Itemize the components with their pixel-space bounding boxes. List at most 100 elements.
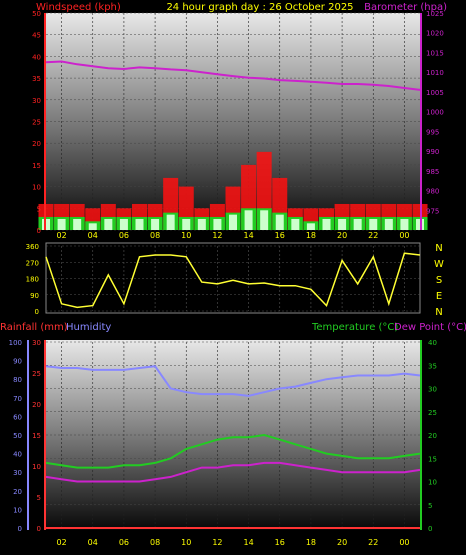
x-tick-label: 10 xyxy=(181,231,191,240)
x-tick-label: 12 xyxy=(212,231,222,240)
x-tick-label: 06 xyxy=(119,538,129,547)
rainfall-axis-title: Rainfall (mm) xyxy=(0,322,68,333)
y-tick-label: 270 xyxy=(26,259,39,267)
y-tick-label: 30 xyxy=(13,469,22,477)
panel-background xyxy=(45,242,421,314)
y-tick-label: 0 xyxy=(37,227,41,235)
compass-label: N xyxy=(435,307,442,318)
average-wind-core xyxy=(400,218,409,230)
y-tick-label: 1010 xyxy=(426,69,444,77)
average-wind-core xyxy=(306,223,315,230)
y-tick-label: 5 xyxy=(428,502,432,510)
average-wind-core xyxy=(166,214,175,230)
y-tick-label: 0 xyxy=(428,525,432,533)
y-tick-label: 35 xyxy=(32,75,41,83)
average-wind-core xyxy=(182,218,191,230)
average-wind-core xyxy=(275,214,284,230)
y-tick-label: 0 xyxy=(35,308,39,316)
x-tick-label: 14 xyxy=(243,538,253,547)
y-tick-label: 1025 xyxy=(426,10,444,18)
y-tick-label: 10 xyxy=(13,506,22,514)
temperature-axis-title: Temperature (°C) xyxy=(311,322,398,333)
y-tick-label: 15 xyxy=(32,432,41,440)
y-tick-label: 1020 xyxy=(426,30,444,38)
y-tick-label: 20 xyxy=(32,140,41,148)
y-tick-label: 10 xyxy=(32,463,41,471)
y-tick-label: 360 xyxy=(26,243,39,251)
dewpoint-axis-title: Dew Point (°C) xyxy=(394,322,466,333)
y-tick-label: 995 xyxy=(426,128,439,136)
y-tick-label: 50 xyxy=(32,10,41,18)
y-tick-label: 15 xyxy=(32,162,41,170)
y-tick-label: 20 xyxy=(428,432,437,440)
x-tick-label: 08 xyxy=(150,231,160,240)
x-tick-label: 04 xyxy=(88,538,98,547)
y-tick-label: 40 xyxy=(32,53,41,61)
average-wind-core xyxy=(197,218,206,230)
y-tick-label: 30 xyxy=(32,97,41,105)
humidity-temperature-panel: 0 10 20 30 40 50 60 70 80 90 100 0 5 10 15 20 25 30 0 5 10… xyxy=(9,339,437,547)
average-wind-core xyxy=(353,218,362,230)
y-tick-label: 40 xyxy=(428,339,437,347)
average-wind-core xyxy=(291,218,300,230)
compass-label: S xyxy=(436,275,442,286)
x-tick-label: 02 xyxy=(56,231,66,240)
y-tick-label: 70 xyxy=(13,395,22,403)
average-wind-core xyxy=(384,218,393,230)
average-wind-core xyxy=(213,218,222,230)
y-tick-label: 1005 xyxy=(426,89,444,97)
average-wind-core xyxy=(369,218,378,230)
y-tick-label: 60 xyxy=(13,413,22,421)
x-tick-label: 20 xyxy=(337,538,347,547)
y-tick-label: 5 xyxy=(37,494,41,502)
temperature-line xyxy=(45,433,421,469)
average-wind-core xyxy=(260,210,269,230)
humidity-axis-title: Humidity xyxy=(66,322,111,333)
y-tick-label: 25 xyxy=(32,119,41,127)
y-tick-label: 30 xyxy=(32,339,41,347)
y-tick-label: 0 xyxy=(37,525,41,533)
y-tick-label: 100 xyxy=(9,339,22,347)
y-tick-label: 80 xyxy=(13,376,22,384)
x-tick-label: 18 xyxy=(306,538,316,547)
y-tick-label: 30 xyxy=(428,386,437,394)
x-tick-label: 00 xyxy=(399,538,409,547)
x-tick-label: 12 xyxy=(212,538,222,547)
average-wind-core xyxy=(104,218,113,230)
x-tick-label: 22 xyxy=(368,231,378,240)
y-tick-label: 90 xyxy=(30,292,39,300)
x-tick-label: 16 xyxy=(275,538,285,547)
x-tick-label: 00 xyxy=(399,231,409,240)
y-tick-label: 20 xyxy=(13,488,22,496)
average-wind-core xyxy=(119,218,128,230)
average-wind-core xyxy=(244,210,253,230)
barometer-axis-title: Barometer (hpa) xyxy=(364,2,447,13)
x-tick-label: 14 xyxy=(243,231,253,240)
average-wind-core xyxy=(322,218,331,230)
x-tick-label: 18 xyxy=(306,231,316,240)
y-tick-label: 35 xyxy=(428,362,437,370)
x-tick-label: 20 xyxy=(337,231,347,240)
y-tick-label: 1015 xyxy=(426,49,444,57)
x-tick-label: 16 xyxy=(275,231,285,240)
dewpoint-line xyxy=(45,461,421,483)
y-tick-label: 10 xyxy=(32,184,41,192)
y-tick-label: 90 xyxy=(13,358,22,366)
y-tick-label: 40 xyxy=(13,451,22,459)
average-wind-core xyxy=(135,218,144,230)
y-tick-label: 990 xyxy=(426,148,439,156)
y-tick-label: 25 xyxy=(32,370,41,378)
y-tick-label: 25 xyxy=(428,409,437,417)
windspeed-axis-title: Windspeed (kph) xyxy=(36,2,121,13)
barometer-line xyxy=(45,60,421,91)
panel-background xyxy=(46,340,420,530)
x-tick-label: 02 xyxy=(56,538,66,547)
y-tick-label: 15 xyxy=(428,455,437,463)
average-wind-core xyxy=(338,218,347,230)
wind-direction-line xyxy=(45,252,421,309)
x-tick-label: 06 xyxy=(119,231,129,240)
x-tick-label: 08 xyxy=(150,538,160,547)
x-tick-label: 04 xyxy=(88,231,98,240)
